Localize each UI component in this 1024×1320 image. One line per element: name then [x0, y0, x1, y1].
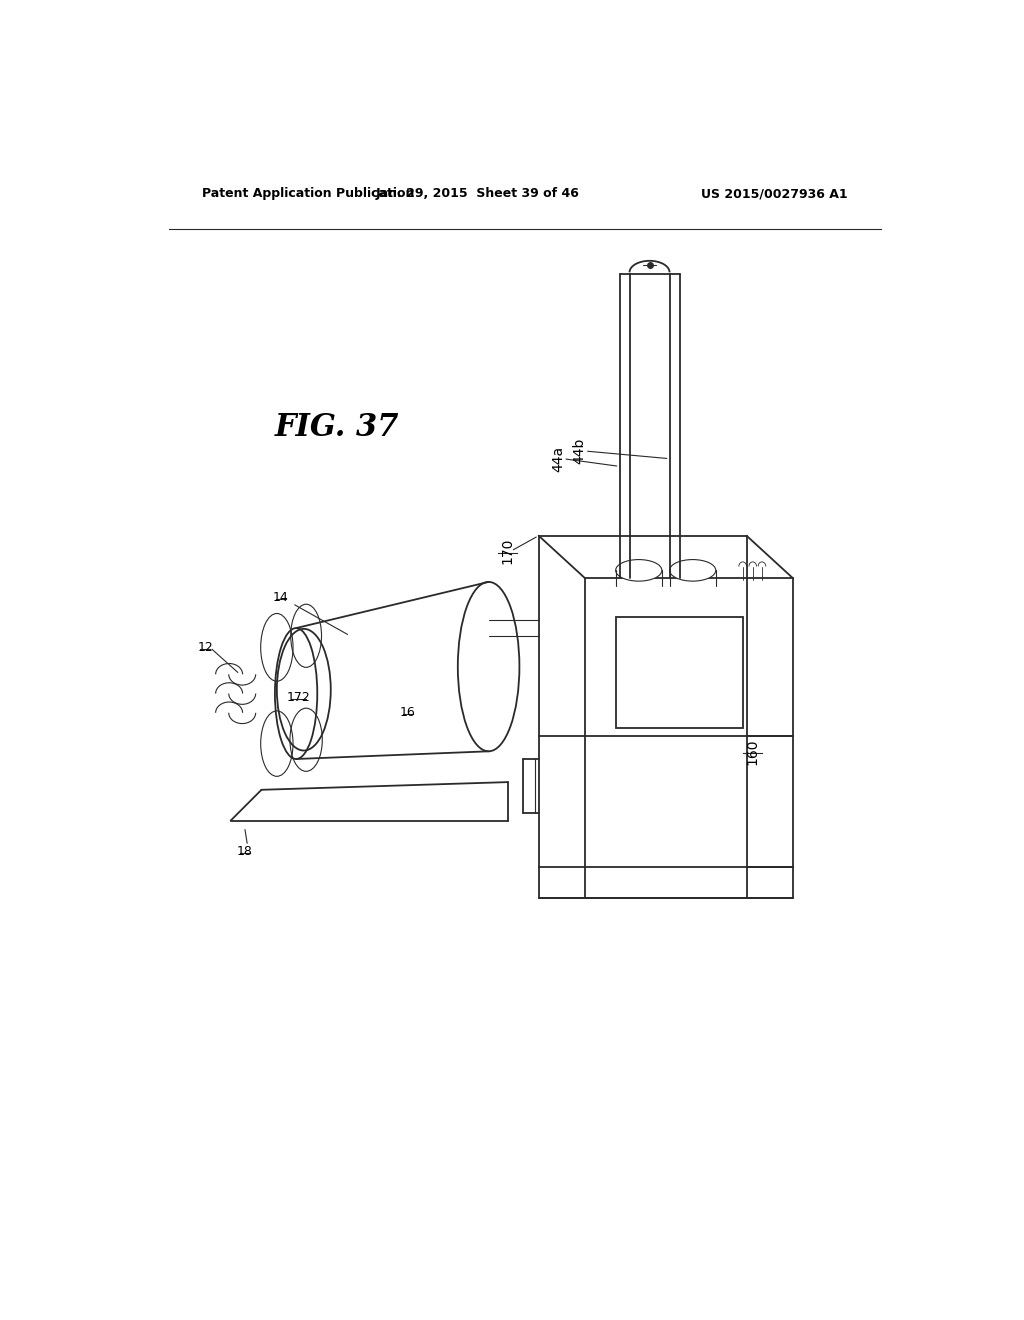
- Bar: [615, 616, 742, 729]
- Text: Jan. 29, 2015  Sheet 39 of 46: Jan. 29, 2015 Sheet 39 of 46: [376, 187, 580, 201]
- Text: 14: 14: [272, 591, 289, 603]
- Text: 18: 18: [237, 845, 253, 858]
- Text: US 2015/0027936 A1: US 2015/0027936 A1: [701, 187, 848, 201]
- Text: 16: 16: [400, 706, 416, 719]
- Text: 12: 12: [198, 640, 213, 653]
- Ellipse shape: [670, 560, 716, 581]
- Ellipse shape: [615, 560, 662, 581]
- Text: 160: 160: [745, 738, 760, 764]
- Text: 172: 172: [287, 690, 310, 704]
- Text: FIG. 37: FIG. 37: [274, 412, 399, 444]
- Text: 44a: 44a: [551, 446, 565, 471]
- Text: Patent Application Publication: Patent Application Publication: [202, 187, 414, 201]
- Text: 170: 170: [501, 539, 515, 564]
- Text: 44b: 44b: [572, 438, 587, 465]
- Ellipse shape: [458, 582, 519, 751]
- Ellipse shape: [274, 628, 317, 759]
